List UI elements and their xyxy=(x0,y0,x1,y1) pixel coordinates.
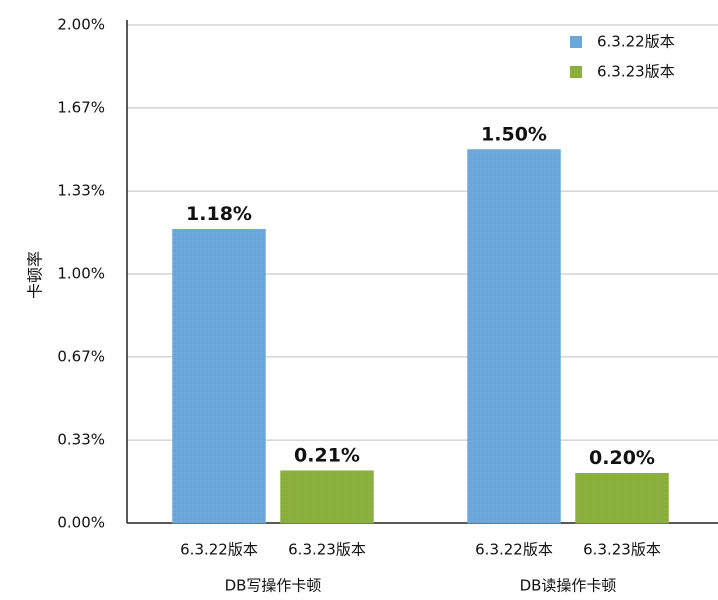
legend-label: 6.3.23版本 xyxy=(597,63,675,81)
bar xyxy=(172,228,266,524)
legend-swatch xyxy=(570,36,582,48)
y-tick-label: 0.67% xyxy=(57,347,105,365)
bar xyxy=(467,149,561,524)
bar xyxy=(575,472,669,524)
x-bar-label: 6.3.23版本 xyxy=(288,541,366,559)
axis-layer: 0.00% 0.33% 0.67% 1.00% 1.33% 1.67% 2.00% xyxy=(57,16,718,532)
x-bar-label: 6.3.23版本 xyxy=(583,541,661,559)
data-label: 1.18% xyxy=(186,203,252,225)
data-label: 0.20% xyxy=(589,447,655,469)
y-tick-label: 1.00% xyxy=(57,265,105,283)
x-bar-label: 6.3.22版本 xyxy=(475,541,553,559)
bars-layer xyxy=(172,149,669,524)
x-category-label: DB写操作卡顿 xyxy=(225,577,322,595)
data-label: 0.21% xyxy=(294,445,360,467)
legend-label: 6.3.22版本 xyxy=(597,33,675,51)
labels-layer: 1.18% 6.3.22版本 0.21% 6.3.23版本 DB写操作卡顿 1.50% 6.… xyxy=(180,124,661,595)
x-bar-label: 6.3.22版本 xyxy=(180,541,258,559)
y-tick-label: 0.00% xyxy=(57,514,105,532)
y-tick-label: 0.33% xyxy=(57,431,105,449)
x-category-label: DB读操作卡顿 xyxy=(520,577,617,595)
legend: 6.3.22版本 6.3.23版本 xyxy=(570,33,675,81)
y-tick-label: 1.33% xyxy=(57,182,105,200)
y-tick-label: 1.67% xyxy=(57,98,105,116)
data-label: 1.50% xyxy=(481,124,547,146)
legend-swatch xyxy=(570,66,582,78)
bar xyxy=(280,470,374,524)
y-tick-label: 2.00% xyxy=(57,16,105,34)
y-axis-title: 卡顿率 xyxy=(26,251,45,299)
